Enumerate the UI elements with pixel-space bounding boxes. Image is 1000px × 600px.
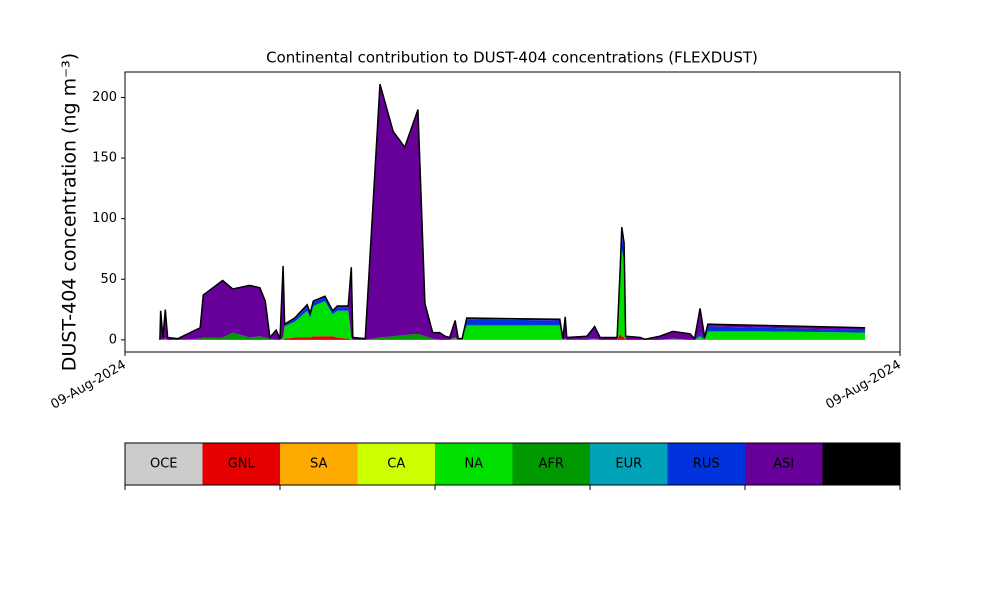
legend-swatch [202, 443, 280, 485]
legend-label: ASI [773, 457, 794, 472]
y-tick-label: 0 [109, 332, 117, 347]
legend-swatch [745, 443, 823, 485]
legend-label: SA [310, 457, 327, 472]
legend-label: AUS [848, 457, 875, 472]
legend-label: EUR [615, 457, 642, 472]
legend-frame [124, 442, 901, 486]
legend-swatch [822, 443, 900, 485]
y-axis-label: DUST-404 concentration (ng m⁻³) [59, 53, 81, 371]
plot-frame [124, 71, 901, 353]
y-tick-label: 200 [92, 90, 117, 105]
legend-swatch [280, 443, 358, 485]
legend-label: OCE [150, 457, 178, 472]
area [159, 84, 866, 340]
legend-label: CA [387, 457, 405, 472]
y-tick-label: 50 [100, 272, 117, 287]
y-tick-label: 100 [92, 211, 117, 226]
legend-swatch [125, 443, 203, 485]
chart-title: Continental contribution to DUST-404 con… [266, 49, 758, 67]
x-tick-label: 09-Aug-2024 [823, 358, 903, 413]
area [159, 234, 866, 340]
legend-swatch [512, 443, 590, 485]
total-outline [159, 83, 866, 341]
area [159, 248, 866, 340]
y-tick-label: 150 [92, 151, 117, 166]
legend-swatch [435, 443, 513, 485]
legend-label: GNL [228, 457, 256, 472]
legend-swatch [667, 443, 745, 485]
legend-swatch [357, 443, 435, 485]
area [159, 333, 866, 340]
legend-label: AFR [539, 457, 564, 472]
legend-swatch [590, 443, 668, 485]
legend-label: RUS [693, 457, 720, 472]
legend-label: NA [464, 457, 483, 472]
